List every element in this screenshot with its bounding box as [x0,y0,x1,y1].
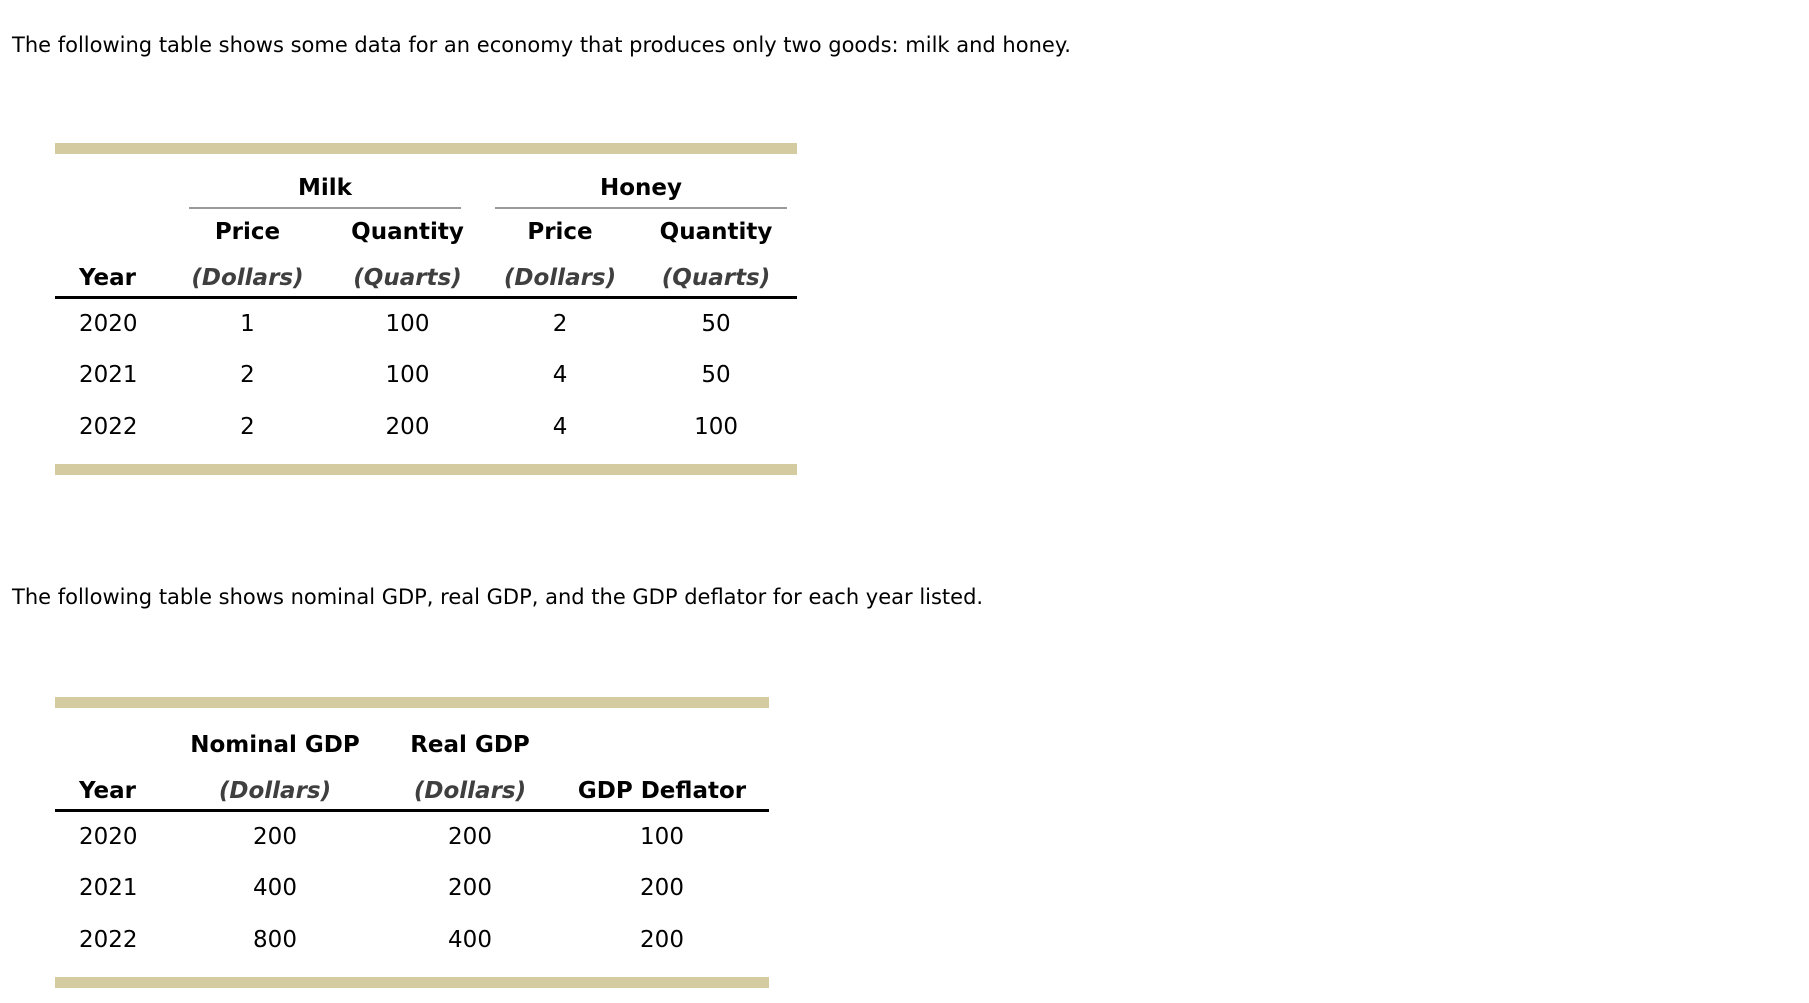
intro-paragraph-gdp: The following table shows nominal GDP, r… [12,585,984,609]
gdp-table: Nominal GDP Real GDP Year (Dollars) (Dol… [55,697,769,988]
table-row-2022: 2022 2 200 4 100 [55,401,797,453]
year-cell: 2020 [79,310,138,337]
milk-price-header: Price [214,219,281,245]
units-header-row: Year (Dollars) (Quarts) (Dollars) (Quart… [55,245,798,299]
honey-quantity-units: (Quarts) [635,245,798,299]
milk-quantity-cell: 200 [385,414,430,440]
table-row-2020: 2020 1 100 2 50 [55,297,797,349]
honey-price-cell: 4 [552,362,568,388]
table-top-accent-bar [55,697,769,708]
milk-quantity-cell: 100 [385,310,430,337]
table-bottom-accent-bar [55,464,797,475]
deflator-header-spacer [555,708,769,758]
table-bottom-gap [55,966,769,977]
gdp-deflator-cell: 100 [640,823,684,850]
year-cell: 2021 [79,875,138,901]
milk-quantity-header: Quantity [351,219,464,245]
year-cell: 2022 [79,927,138,953]
table-bottom-accent-bar [55,977,769,988]
header-spacer [55,209,165,245]
table-row-2021: 2021 400 200 200 [55,862,769,914]
milk-price-cell: 2 [240,414,255,440]
milk-price-cell: 2 [240,362,255,388]
honey-quantity-cell: 50 [701,310,731,337]
column-header-row: Nominal GDP Real GDP [55,708,769,758]
table-row-2021: 2021 2 100 4 50 [55,349,797,401]
gdp-deflator-cell: 200 [640,927,684,953]
honey-quantity-cell: 100 [694,414,738,440]
column-header-row: Price Quantity Price Quantity [55,209,797,245]
milk-quantity-cell: 100 [385,362,430,388]
header-spacer [55,708,165,758]
honey-quantity-header: Quantity [659,219,773,245]
real-gdp-units: (Dollars) [385,758,555,812]
real-gdp-cell: 200 [448,875,492,901]
milk-price-cell: 1 [240,310,255,337]
intro-paragraph-goods: The following table shows some data for … [12,33,1071,57]
milk-honey-table: Milk Honey Price Quantity Price Quantity… [55,143,798,475]
year-header: Year [55,245,165,299]
group-header-row: Milk Honey [55,154,797,209]
real-gdp-header: Real GDP [410,732,530,758]
honey-quantity-cell: 50 [701,362,731,388]
honey-price-header: Price [527,219,593,245]
year-cell: 2021 [79,362,138,388]
units-header-row: Year (Dollars) (Dollars) GDP Deflator [55,758,769,812]
table-row-2020: 2020 200 200 100 [55,810,769,862]
milk-honey-data-grid: Milk Honey Price Quantity Price Quantity… [55,154,798,453]
year-cell: 2020 [79,823,138,850]
real-gdp-cell: 400 [448,927,492,953]
gdp-deflator-cell: 200 [640,875,684,901]
gdp-data-grid: Nominal GDP Real GDP Year (Dollars) (Dol… [55,708,769,966]
year-cell: 2022 [79,414,138,440]
honey-price-cell: 2 [552,310,568,337]
table-top-accent-bar [55,143,797,154]
honey-price-units: (Dollars) [485,245,636,299]
group-header-honey: Honey [485,154,797,209]
group-header-milk: Milk [165,154,485,209]
nominal-gdp-cell: 200 [253,823,297,850]
milk-quantity-units: (Quarts) [330,245,486,299]
group-header-spacer [55,154,165,209]
nominal-gdp-units: (Dollars) [165,758,385,812]
milk-price-units: (Dollars) [165,245,330,299]
honey-price-cell: 4 [552,414,568,440]
gdp-deflator-header: GDP Deflator [555,758,769,812]
year-header: Year [55,758,165,812]
table-bottom-gap [55,453,797,464]
nominal-gdp-cell: 800 [253,927,297,953]
real-gdp-cell: 200 [448,823,492,850]
nominal-gdp-header: Nominal GDP [190,732,360,758]
table-row-2022: 2022 800 400 200 [55,914,769,966]
nominal-gdp-cell: 400 [253,875,297,901]
